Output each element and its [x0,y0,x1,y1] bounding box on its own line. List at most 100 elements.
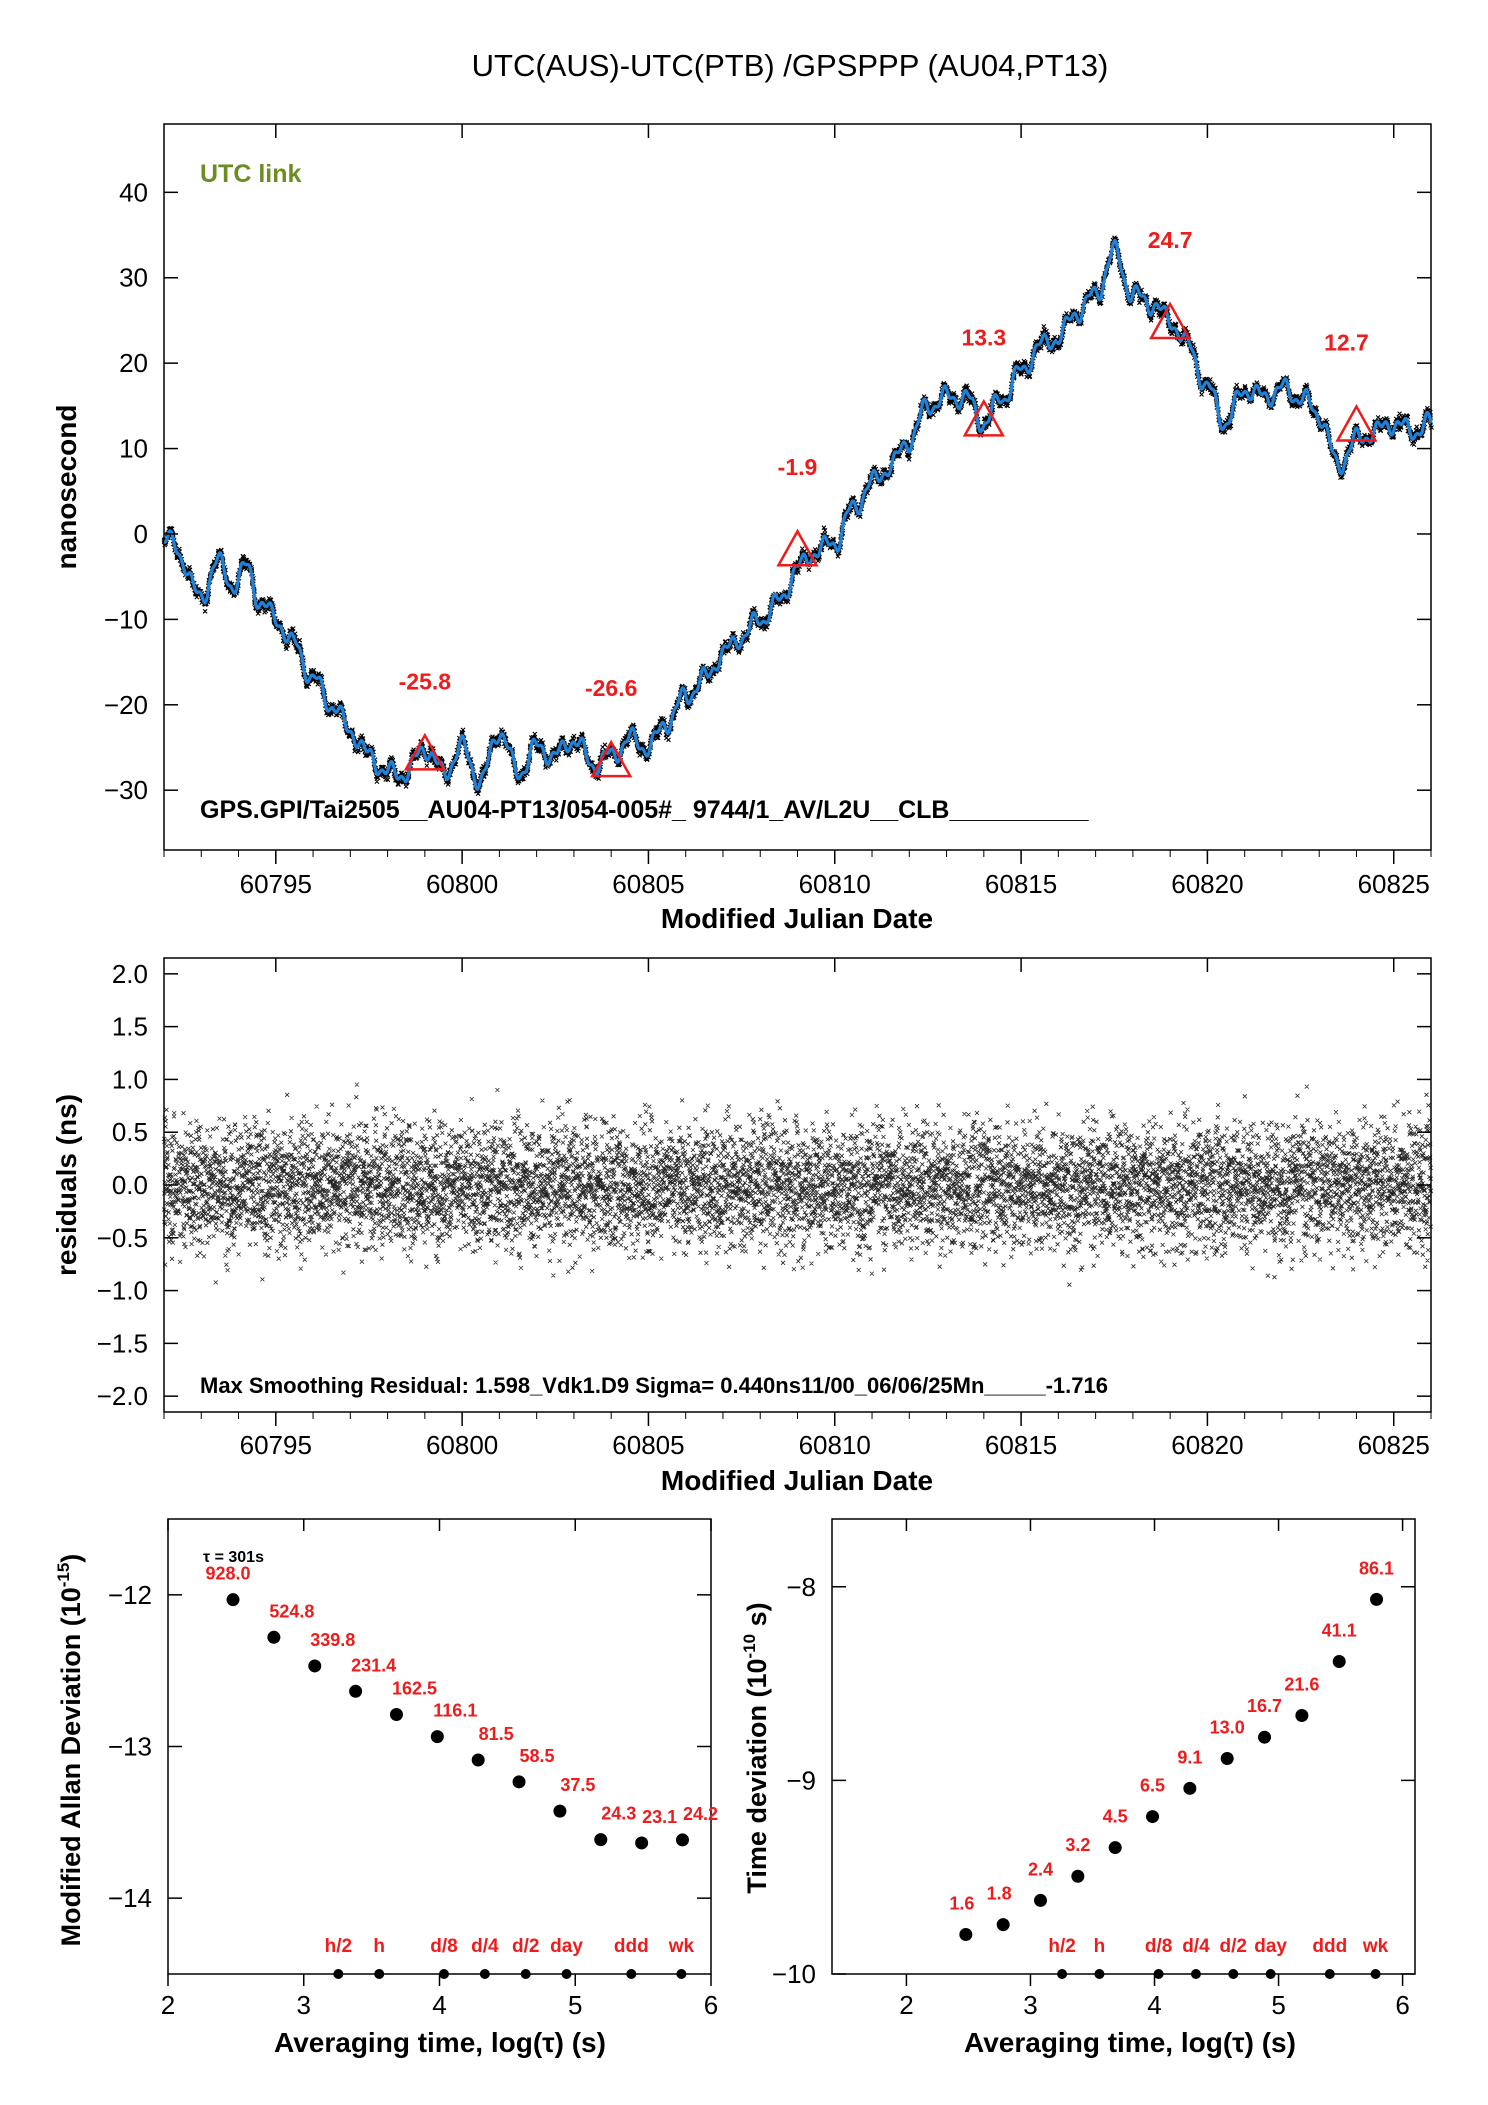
time-series-panel: -25.8 -26.6 -1.9 13.3 24.7 12.7 60795 60800 608… [51,123,1434,934]
tau-marker-label: day [550,1936,583,1957]
tau-marker-label: d/2 [1220,1936,1247,1957]
y-tick-label: −1.0 [97,1276,148,1306]
x-tick-label: 60795 [240,869,312,899]
y-tick-label: 40 [119,177,148,207]
y-tick-label: −20 [104,690,148,720]
x-tick-label: 60810 [799,1430,871,1460]
data-point [308,1659,322,1673]
x-tick-label: 60805 [612,869,684,899]
page-title: UTC(AUS)-UTC(PTB) /GPSPPP (AU04,PT13) [472,48,1109,83]
data-point-label: 9.1 [1177,1747,1202,1767]
raw-data-points [161,235,1434,797]
mod-allan-deviation-panel: 928.0 524.8 339.8 231.4 162.5 116.181.5 58.537… [54,1518,718,2058]
y-tick-label: 1.5 [112,1012,148,1042]
data-point [959,1928,973,1942]
data-point-label: 21.6 [1284,1675,1319,1695]
y-axis-label: Time deviation (10-10 s) [740,1602,772,1893]
data-point-label: 37.5 [560,1775,595,1795]
data-point [1332,1655,1346,1669]
data-point-label: 16.7 [1247,1696,1282,1716]
x-tick-label: 60820 [1171,1430,1243,1460]
tau-marker-point [1370,1969,1381,1979]
y-tick-label: 10 [119,434,148,464]
tau-marker-point [561,1969,572,1979]
y-axis-label: Modified Allan Deviation (10-15) [54,1554,86,1947]
data-point [996,1918,1010,1932]
tau-marker-label: h [1094,1936,1106,1957]
x-tick-label: 6 [704,1990,718,2020]
y-tick-label: −12 [108,1580,152,1610]
time-deviation-panel: 1.6 1.8 2.4 3.2 4.5 6.5 9.1 13.016.721.6 41.1 86.… [740,1518,1416,2058]
x-tick-label: 60820 [1171,869,1243,899]
tau-marker-label: wk [1362,1936,1389,1957]
plot-frame [831,1518,1416,1975]
y-tick-label: −1.5 [97,1328,148,1358]
x-tick-label: 3 [1023,1990,1037,2020]
x-tick-label: 4 [432,1990,446,2020]
data-point [553,1804,567,1818]
y-tick-label: −10 [104,604,148,634]
data-point [675,1833,689,1847]
tau-marker-label: d/8 [1145,1936,1172,1957]
data-point-label: 4.5 [1103,1807,1128,1827]
tau-marker-point [438,1969,449,1979]
tau-marker-label: ddd [614,1936,649,1957]
tau-marker-label: day [1254,1936,1287,1957]
data-point [1258,1730,1272,1744]
marker-triangle [590,739,633,778]
data-point-label: 41.1 [1322,1621,1357,1641]
tau-marker-label: h [373,1936,385,1957]
marker-triangle [1335,403,1378,442]
x-tick-label: 5 [1271,1990,1285,2020]
data-point-label: 13.0 [1210,1718,1245,1738]
axis-ticks: 60795 60800 60805 60810 60815 60820 60825 −2.0 −… [97,958,1432,1460]
x-tick-label: 60825 [1358,869,1430,899]
tau-marker-point [1190,1969,1201,1979]
y-axis-label: nanosecond [51,405,82,570]
tau-marker-label: ddd [1312,1936,1347,1957]
data-point [226,1593,240,1607]
y-tick-label: 0.5 [112,1117,148,1147]
tau-marker-point [1057,1969,1068,1979]
plot-frame [167,1518,712,1975]
axis-ticks: 60795 60800 60805 60810 60815 60820 60825 −30 −2… [104,124,1432,899]
data-point-label: 116.1 [433,1701,477,1721]
x-tick-label: 60815 [985,869,1057,899]
tau-marker-label: d/4 [1182,1936,1210,1957]
data-layer: 928.0 524.8 339.8 231.4 162.5 116.181.5 58.537… [206,1564,718,1979]
x-tick-label: 60815 [985,1430,1057,1460]
data-point [389,1707,403,1721]
data-point [1220,1752,1234,1766]
tau-marker-label: d/8 [430,1936,457,1957]
data-point [349,1684,363,1698]
data-point-label: 24.2 [683,1804,718,1824]
residuals-panel: 60795 60800 60805 60810 60815 60820 60825 −2.0 −… [51,957,1434,1496]
tau-marker-point [626,1969,637,1979]
link-label: UTC link [200,160,301,188]
y-tick-label: −2.0 [97,1381,148,1411]
y-tick-label: −0.5 [97,1223,148,1253]
marker-value-label: -25.8 [399,668,452,694]
marker-triangle [962,398,1005,437]
x-tick-label: 60805 [612,1430,684,1460]
tau-marker-label: d/4 [471,1936,499,1957]
data-point [1034,1893,1048,1907]
data-point-label: 524.8 [269,1601,314,1621]
data-point [1183,1781,1197,1795]
x-tick-label: 60795 [240,1430,312,1460]
y-tick-label: 20 [119,348,148,378]
tau-marker-point [1094,1969,1105,1979]
x-tick-label: 5 [568,1990,582,2020]
marker-value-label: 12.7 [1324,330,1369,356]
x-tick-label: 60800 [426,1430,498,1460]
marker-value-label: 13.3 [961,324,1006,350]
data-point [512,1775,526,1789]
y-tick-label: −30 [104,775,148,805]
data-point-label: 1.8 [987,1884,1012,1904]
data-layer: 1.6 1.8 2.4 3.2 4.5 6.5 9.1 13.016.721.6 41.1 86.… [949,1558,1394,1979]
data-point-label: 928.0 [206,1564,251,1584]
data-point [267,1630,281,1644]
tau-marker-point [333,1969,344,1979]
residual-points [161,1082,1434,1287]
